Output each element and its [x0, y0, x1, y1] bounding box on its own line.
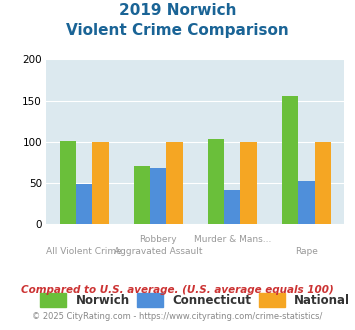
Bar: [166, 142, 183, 224]
Bar: [240, 142, 257, 224]
Text: Aggravated Assault: Aggravated Assault: [114, 247, 202, 256]
Bar: [134, 166, 150, 224]
Bar: [208, 139, 224, 224]
Text: All Violent Crime: All Violent Crime: [46, 247, 122, 256]
Text: Compared to U.S. average. (U.S. average equals 100): Compared to U.S. average. (U.S. average …: [21, 285, 334, 295]
Text: Violent Crime Comparison: Violent Crime Comparison: [66, 23, 289, 38]
Bar: [60, 141, 76, 224]
Bar: [76, 184, 92, 224]
Text: © 2025 CityRating.com - https://www.cityrating.com/crime-statistics/: © 2025 CityRating.com - https://www.city…: [32, 312, 323, 321]
Text: Rape: Rape: [295, 247, 318, 256]
Text: Robbery: Robbery: [140, 235, 177, 244]
Bar: [92, 142, 109, 224]
Legend: Norwich, Connecticut, National: Norwich, Connecticut, National: [40, 293, 350, 307]
Bar: [298, 182, 315, 224]
Bar: [150, 168, 166, 224]
Bar: [282, 96, 298, 224]
Bar: [224, 190, 240, 224]
Text: Murder & Mans...: Murder & Mans...: [193, 235, 271, 244]
Text: 2019 Norwich: 2019 Norwich: [119, 3, 236, 18]
Bar: [315, 142, 331, 224]
